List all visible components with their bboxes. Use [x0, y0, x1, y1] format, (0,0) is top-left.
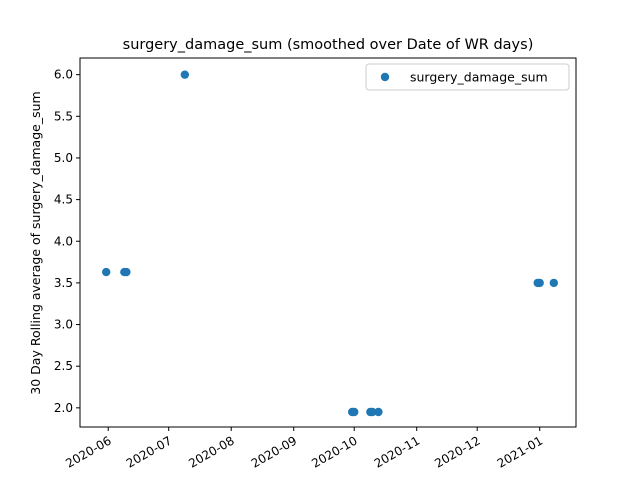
- x-tick-label: 2020-10: [309, 433, 359, 470]
- data-point: [350, 407, 359, 417]
- y-tick-label: 2.5: [54, 359, 73, 373]
- data-point: [374, 407, 383, 417]
- x-tick-label: 2020-07: [124, 433, 174, 470]
- y-axis-label: 30 Day Rolling average of surgery_damage…: [28, 91, 43, 394]
- data-point: [122, 267, 131, 277]
- data-point: [549, 278, 559, 288]
- x-tick-label: 2020-12: [432, 433, 482, 470]
- y-tick-label: 5.5: [54, 109, 73, 123]
- data-point: [102, 267, 111, 277]
- x-tick-label: 2020-08: [186, 433, 236, 470]
- plot-frame: [79, 57, 577, 428]
- data-point: [368, 407, 377, 417]
- y-tick-label: 6.0: [54, 68, 73, 82]
- x-tick-label: 2020-11: [372, 433, 422, 470]
- data-point: [180, 70, 190, 79]
- legend-label: surgery_damage_sum: [410, 70, 548, 85]
- y-tick-label: 2.0: [54, 401, 73, 415]
- legend-marker: [380, 72, 390, 82]
- y-tick-label: 4.0: [54, 234, 73, 248]
- y-tick-label: 3.5: [54, 276, 73, 290]
- y-tick-label: 4.5: [54, 193, 73, 207]
- x-tick-label: 2021-01: [495, 433, 545, 470]
- legend-box: [365, 63, 570, 91]
- y-tick-label: 3.0: [54, 318, 73, 332]
- data-point: [535, 278, 544, 288]
- x-tick-label: 2020-09: [249, 433, 299, 470]
- x-tick-label: 2020-06: [63, 433, 113, 470]
- y-tick-label: 5.0: [54, 151, 73, 165]
- chart-title: surgery_damage_sum (smoothed over Date o…: [123, 37, 534, 53]
